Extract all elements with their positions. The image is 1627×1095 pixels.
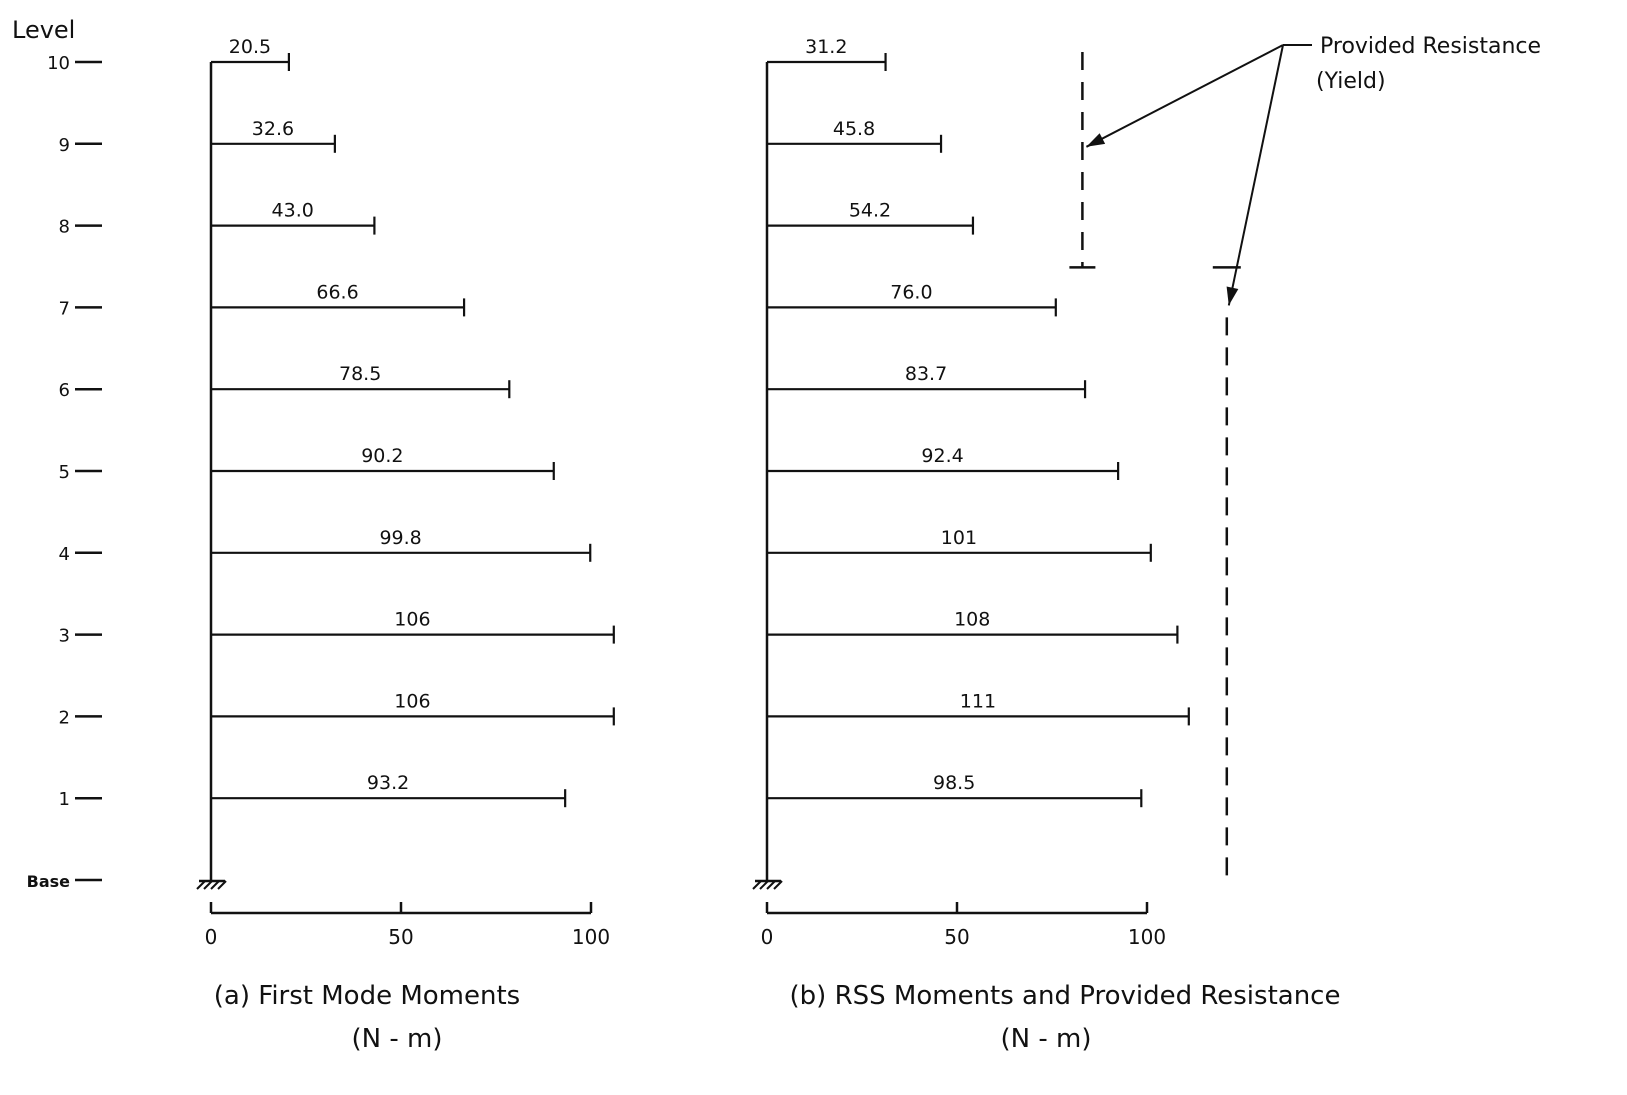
unit-a: (N - m) [352, 1024, 443, 1054]
unit-b: (N - m) [1001, 1024, 1092, 1054]
level-axis-title: Level [12, 16, 75, 44]
level-tick-label: 1 [59, 789, 70, 810]
fixed-base-hatch [196, 879, 227, 890]
yield-label: (Yield) [1316, 69, 1386, 94]
moment-value-label: 106 [394, 690, 430, 712]
provided-resistance-annotation: Provided Resistance (Yield) [1069, 34, 1541, 884]
base-hatch-stroke [759, 880, 769, 890]
level-tick-label: 4 [59, 544, 70, 565]
caption-b: (b) RSS Moments and Provided Resistance [790, 981, 1341, 1011]
level-tick-label: 3 [59, 626, 70, 647]
moment-value-label: 108 [954, 609, 990, 631]
level-tick-label: 9 [59, 135, 70, 156]
x-tick-label: 0 [205, 925, 218, 949]
level-axis: Base 1 2 3 4 5 6 7 8 9 10 [27, 53, 102, 891]
level-tick-label: 7 [59, 298, 70, 319]
callout-arrowhead [1086, 133, 1106, 147]
callout-arrowhead [1226, 286, 1239, 306]
level-tick-label: 8 [59, 217, 70, 238]
level-tick-label: Base [27, 872, 71, 891]
callout-arrow-line [1085, 44, 1284, 148]
level-tick-label: 10 [47, 53, 70, 74]
base-hatch-stroke [203, 880, 213, 890]
base-hatch-stroke [752, 880, 762, 890]
moment-value-label: 98.5 [933, 772, 975, 794]
level-tick-label: 6 [59, 380, 70, 401]
callout-arrow-line [1227, 44, 1284, 306]
moment-value-label: 20.5 [229, 36, 271, 58]
x-tick-label: 0 [761, 925, 774, 949]
x-tick-label: 100 [1128, 925, 1166, 949]
moment-value-label: 31.2 [805, 36, 847, 58]
caption-a: (a) First Mode Moments [214, 981, 520, 1011]
moment-value-label: 92.4 [921, 445, 963, 467]
fixed-base-hatch [752, 879, 783, 890]
moment-value-label: 54.2 [849, 200, 891, 222]
moment-value-label: 66.6 [316, 281, 358, 303]
panel-rss-moments: 98.5 111 108 101 92.4 83.7 76.0 54.2 45.8 31.2 0 50… [752, 36, 1341, 1054]
moment-value-label: 90.2 [361, 445, 403, 467]
level-tick-label: 2 [59, 707, 70, 728]
level-tick-label: 5 [59, 462, 70, 483]
base-hatch-stroke [210, 880, 220, 890]
moment-value-label: 93.2 [367, 772, 409, 794]
moment-value-label: 101 [941, 527, 977, 549]
base-hatch-stroke [217, 880, 227, 890]
moment-value-label: 45.8 [833, 118, 875, 140]
moment-value-label: 43.0 [272, 200, 314, 222]
panel-first-mode-moments: 93.2 106 106 99.8 90.2 78.5 66.6 43.0 32.6 20.5 0 5… [196, 36, 615, 1054]
x-tick-label: 100 [572, 925, 610, 949]
base-hatch-stroke [196, 880, 206, 890]
base-hatch-stroke [766, 880, 776, 890]
moment-value-label: 83.7 [905, 363, 947, 385]
moment-value-label: 111 [960, 690, 996, 712]
x-tick-label: 50 [388, 925, 413, 949]
provided-resistance-label: Provided Resistance [1320, 34, 1541, 59]
base-hatch-stroke [773, 880, 783, 890]
moment-value-label: 32.6 [252, 118, 294, 140]
moment-value-label: 76.0 [890, 281, 932, 303]
moment-value-label: 99.8 [379, 527, 421, 549]
moment-value-label: 106 [394, 609, 430, 631]
x-tick-label: 50 [944, 925, 969, 949]
moment-value-label: 78.5 [339, 363, 381, 385]
